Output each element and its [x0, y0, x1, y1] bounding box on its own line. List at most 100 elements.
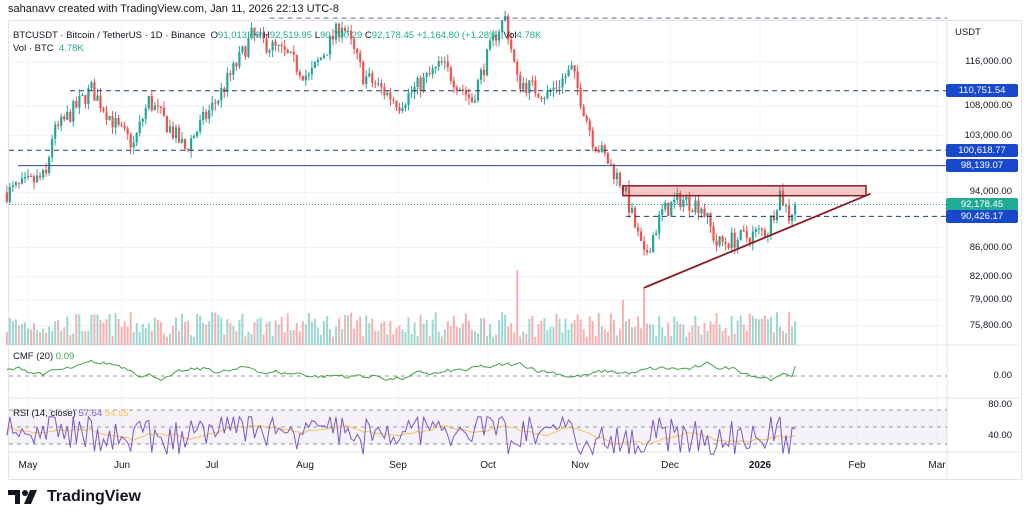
candle-body — [718, 236, 721, 246]
candle-body — [733, 232, 736, 248]
candle-body — [784, 205, 788, 207]
time-axis-label: Aug — [296, 460, 314, 471]
candle-body — [697, 200, 700, 214]
volume-bar — [588, 316, 591, 345]
candle-body — [664, 202, 667, 210]
candle-body — [537, 93, 540, 98]
candle-body — [694, 200, 697, 213]
candle-body — [75, 101, 78, 108]
volume-bar — [265, 322, 268, 345]
volume-bar — [709, 321, 712, 345]
candle-body — [20, 178, 24, 184]
candle-body — [485, 49, 489, 76]
time-axis-label: Mar — [928, 460, 946, 471]
symbol-title[interactable]: BTCUSDT · Bitcoin / TetherUS · 1D · Bina… — [13, 30, 206, 41]
volume-bar — [362, 336, 365, 345]
volume-bar — [78, 314, 81, 345]
volume-bar — [582, 329, 585, 345]
candle-body — [78, 96, 81, 108]
candle-body — [353, 39, 356, 49]
volume-bar — [794, 321, 797, 345]
candle-body — [618, 172, 622, 186]
candle-body — [301, 75, 304, 81]
candle-body — [199, 120, 202, 132]
volume-bar — [147, 323, 150, 345]
cmf-label: CMF (20) — [13, 351, 54, 362]
cmf-line — [6, 359, 796, 382]
candle-body — [380, 83, 383, 88]
rsi-ma-value: 54.65 — [104, 408, 129, 419]
volume-bar — [760, 318, 763, 345]
volume-bar — [751, 315, 754, 345]
volume-bar — [600, 326, 603, 345]
candle-body — [14, 182, 18, 186]
volume-bar — [211, 312, 214, 345]
volume-bar — [591, 321, 594, 345]
volume-bar — [238, 319, 241, 345]
volume-bar — [23, 322, 26, 345]
currency-label[interactable]: USDT — [955, 27, 981, 38]
rsi-legend[interactable]: RSI (14, close) 57.64 54.65 — [13, 408, 129, 419]
volume-bar — [298, 331, 301, 345]
candle-body — [507, 15, 510, 40]
candle-body — [639, 231, 643, 242]
volume-bar — [332, 336, 335, 345]
volume-bar — [165, 336, 168, 345]
candle-body — [87, 88, 90, 105]
candle-body — [793, 204, 797, 215]
candle-body — [102, 108, 105, 112]
volume-bar — [138, 332, 141, 345]
price-tag-solid: 98,139.07 — [946, 159, 1018, 173]
volume-bar — [105, 319, 108, 345]
candle-body — [748, 237, 751, 244]
candle-body — [404, 104, 407, 109]
candle-body — [498, 32, 501, 41]
volume-bar — [697, 325, 700, 345]
candle-body — [428, 73, 431, 75]
candle-body — [214, 102, 217, 104]
volume-bar — [310, 321, 313, 345]
volume-bar — [621, 300, 624, 345]
volume-bar — [676, 321, 679, 345]
volume-bar — [217, 314, 220, 345]
candle-body — [591, 130, 594, 148]
candle-body — [670, 202, 673, 216]
volume-bar — [540, 320, 543, 345]
volume-bar — [570, 323, 573, 345]
candle-body — [150, 95, 153, 111]
candle-body — [114, 117, 117, 128]
candle-body — [232, 63, 235, 75]
candle-body — [419, 77, 422, 92]
volume-bar — [322, 321, 325, 345]
candle-body — [482, 69, 486, 76]
chart-frame[interactable] — [8, 20, 1022, 480]
volume-bar — [36, 330, 39, 345]
volume-pane-label[interactable]: Vol · BTC — [13, 43, 54, 54]
candle-body — [558, 87, 561, 89]
candle-body — [775, 210, 779, 221]
volume-bar — [766, 319, 769, 345]
rsi-axis-label: 80.00 — [988, 399, 1012, 410]
candle-body — [35, 175, 39, 183]
candle-body — [174, 127, 178, 139]
candle-body — [8, 186, 11, 202]
volume-bar — [253, 322, 256, 345]
volume-bar — [30, 329, 33, 345]
change-value: +1,164.80 (+1.28%) — [416, 30, 501, 41]
price-axis-label: 103,000.00 — [964, 129, 1012, 141]
candle-body — [467, 94, 471, 98]
candle-body — [437, 60, 440, 67]
cmf-legend[interactable]: CMF (20) 0.09 — [13, 351, 74, 362]
candle-body — [90, 82, 93, 89]
time-axis-label: Nov — [571, 460, 589, 471]
candle-body — [612, 164, 615, 180]
candle-body — [715, 240, 718, 246]
candle-body — [570, 65, 573, 70]
candle-body — [721, 236, 724, 242]
volume-bar — [700, 334, 703, 345]
volume-bar — [603, 329, 606, 345]
candle-body — [624, 186, 628, 192]
volume-bar — [498, 320, 501, 345]
candle-body — [217, 100, 220, 104]
